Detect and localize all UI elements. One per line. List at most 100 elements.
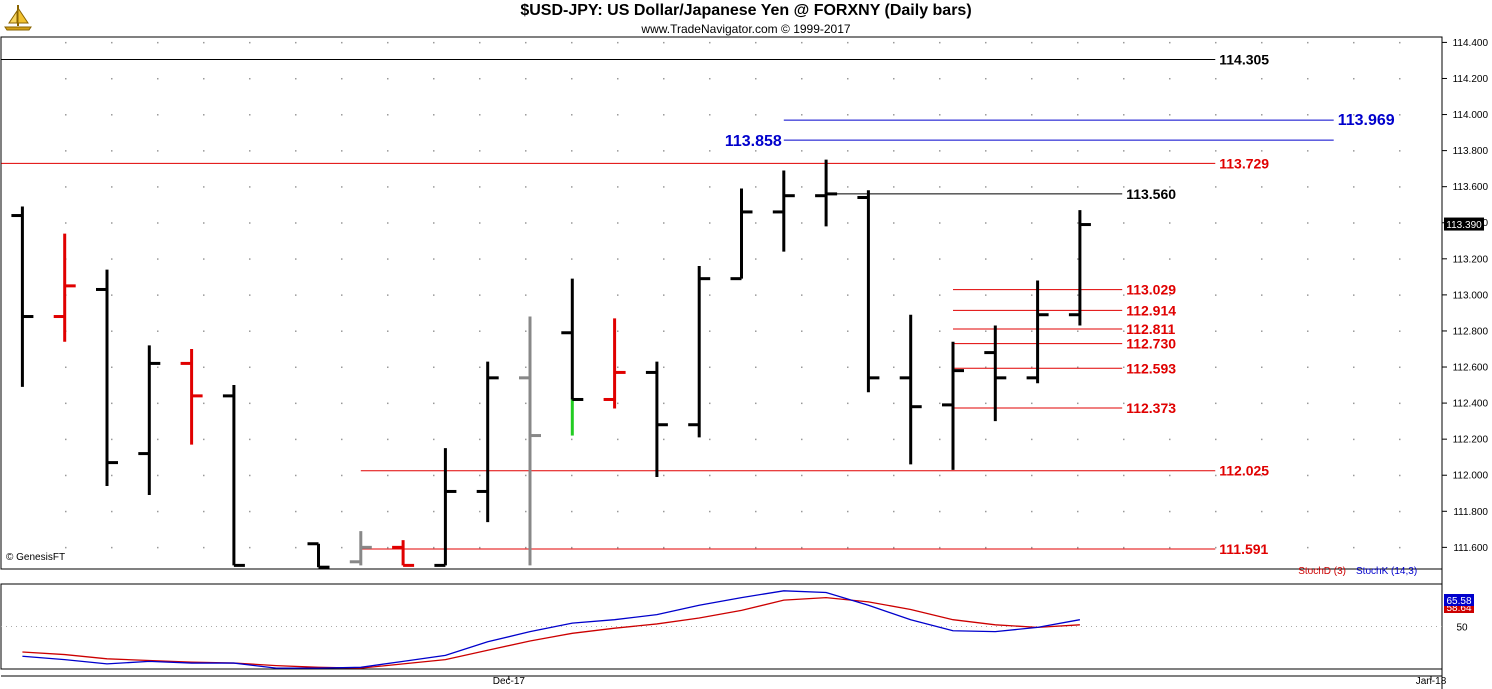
grid-dot bbox=[1169, 546, 1171, 549]
grid-dot bbox=[663, 222, 665, 224]
grid-dot bbox=[663, 402, 665, 405]
trade-navigator-logo-icon bbox=[4, 5, 32, 31]
grid-dot bbox=[479, 222, 481, 224]
grid-dot bbox=[1261, 438, 1263, 441]
grid-dot bbox=[1215, 222, 1217, 224]
y-tick-label: 112.000 bbox=[1453, 471, 1489, 482]
grid-dot bbox=[525, 510, 527, 513]
grid-dot bbox=[65, 114, 67, 116]
grid-dot bbox=[1261, 330, 1263, 332]
grid-dot bbox=[801, 186, 803, 188]
grid-dot bbox=[433, 41, 435, 44]
grid-dot bbox=[1215, 366, 1217, 369]
grid-dot bbox=[985, 438, 987, 441]
grid-dot bbox=[571, 438, 573, 441]
grid-dot bbox=[525, 366, 527, 369]
y-tick-label: 114.400 bbox=[1453, 38, 1489, 49]
grid-dot bbox=[203, 546, 205, 549]
grid-dot bbox=[617, 41, 619, 44]
stoch-k-line bbox=[22, 590, 1081, 669]
grid-dot bbox=[249, 366, 251, 369]
grid-dot bbox=[893, 77, 895, 80]
price-pane-frame bbox=[0, 36, 1443, 570]
grid-dot bbox=[1077, 546, 1079, 549]
grid-dot bbox=[157, 150, 159, 152]
grid-dot bbox=[939, 438, 941, 441]
grid-dot bbox=[663, 546, 665, 549]
grid-dot bbox=[663, 366, 665, 369]
grid-dot bbox=[985, 402, 987, 405]
grid-dot bbox=[387, 294, 389, 296]
grid-dot bbox=[1307, 474, 1309, 477]
grid-dot bbox=[387, 366, 389, 369]
grid-dot bbox=[893, 546, 895, 549]
grid-dot bbox=[617, 77, 619, 80]
grid-dot bbox=[1307, 510, 1309, 513]
grid-dot bbox=[1123, 546, 1125, 549]
grid-dot bbox=[1215, 438, 1217, 441]
grid-dot bbox=[571, 222, 573, 224]
grid-dot bbox=[1215, 41, 1217, 44]
grid-dot bbox=[433, 186, 435, 188]
grid-dot bbox=[617, 294, 619, 296]
grid-dot bbox=[663, 186, 665, 188]
grid-dot bbox=[203, 41, 205, 44]
grid-dot bbox=[847, 402, 849, 405]
grid-dot bbox=[65, 150, 67, 152]
grid-dot bbox=[617, 258, 619, 260]
grid-dot bbox=[939, 330, 941, 332]
grid-dot bbox=[1307, 258, 1309, 260]
grid-dot bbox=[571, 510, 573, 513]
last-price-box bbox=[1444, 217, 1484, 231]
grid-dot bbox=[847, 510, 849, 513]
grid-dot bbox=[341, 510, 343, 513]
grid-dot bbox=[617, 546, 619, 549]
grid-dot bbox=[525, 258, 527, 260]
grid-dot bbox=[985, 366, 987, 369]
grid-dot bbox=[1169, 438, 1171, 441]
grid-dot bbox=[1261, 294, 1263, 296]
grid-dot bbox=[939, 114, 941, 116]
stoch-last-value-label: 65.58 bbox=[1446, 596, 1471, 607]
grid-dot bbox=[1169, 114, 1171, 116]
grid-dot bbox=[617, 510, 619, 513]
level-label: 113.969 bbox=[1338, 112, 1395, 129]
grid-dot bbox=[663, 258, 665, 260]
grid-dot bbox=[433, 510, 435, 513]
grid-dot bbox=[157, 186, 159, 188]
grid-dot bbox=[985, 114, 987, 116]
grid-dot bbox=[341, 77, 343, 80]
grid-dot bbox=[1353, 546, 1355, 549]
grid-dot bbox=[893, 438, 895, 441]
grid-dot bbox=[893, 510, 895, 513]
grid-dot bbox=[157, 77, 159, 80]
grid-dot bbox=[985, 330, 987, 332]
grid-dot bbox=[65, 366, 67, 369]
grid-dot bbox=[65, 186, 67, 188]
grid-dot bbox=[755, 510, 757, 513]
grid-dot bbox=[295, 222, 297, 224]
grid-dot bbox=[1215, 258, 1217, 260]
grid-dot bbox=[663, 330, 665, 332]
grid-dot bbox=[893, 186, 895, 188]
grid-dot bbox=[1123, 41, 1125, 44]
grid-dot bbox=[893, 114, 895, 116]
grid-dot bbox=[847, 186, 849, 188]
grid-dot bbox=[295, 546, 297, 549]
grid-dot bbox=[617, 474, 619, 477]
grid-dot bbox=[1077, 474, 1079, 477]
grid-dot bbox=[203, 510, 205, 513]
grid-dot bbox=[1031, 546, 1033, 549]
grid-dot bbox=[1215, 150, 1217, 152]
grid-dot bbox=[709, 474, 711, 477]
grid-dot bbox=[1077, 77, 1079, 80]
grid-dot bbox=[893, 402, 895, 405]
grid-dot bbox=[571, 186, 573, 188]
level-label: 112.730 bbox=[1126, 336, 1176, 352]
grid-dot bbox=[663, 474, 665, 477]
grid-dot bbox=[249, 546, 251, 549]
grid-dot bbox=[1077, 186, 1079, 188]
grid-dot bbox=[249, 114, 251, 116]
grid-dot bbox=[755, 258, 757, 260]
